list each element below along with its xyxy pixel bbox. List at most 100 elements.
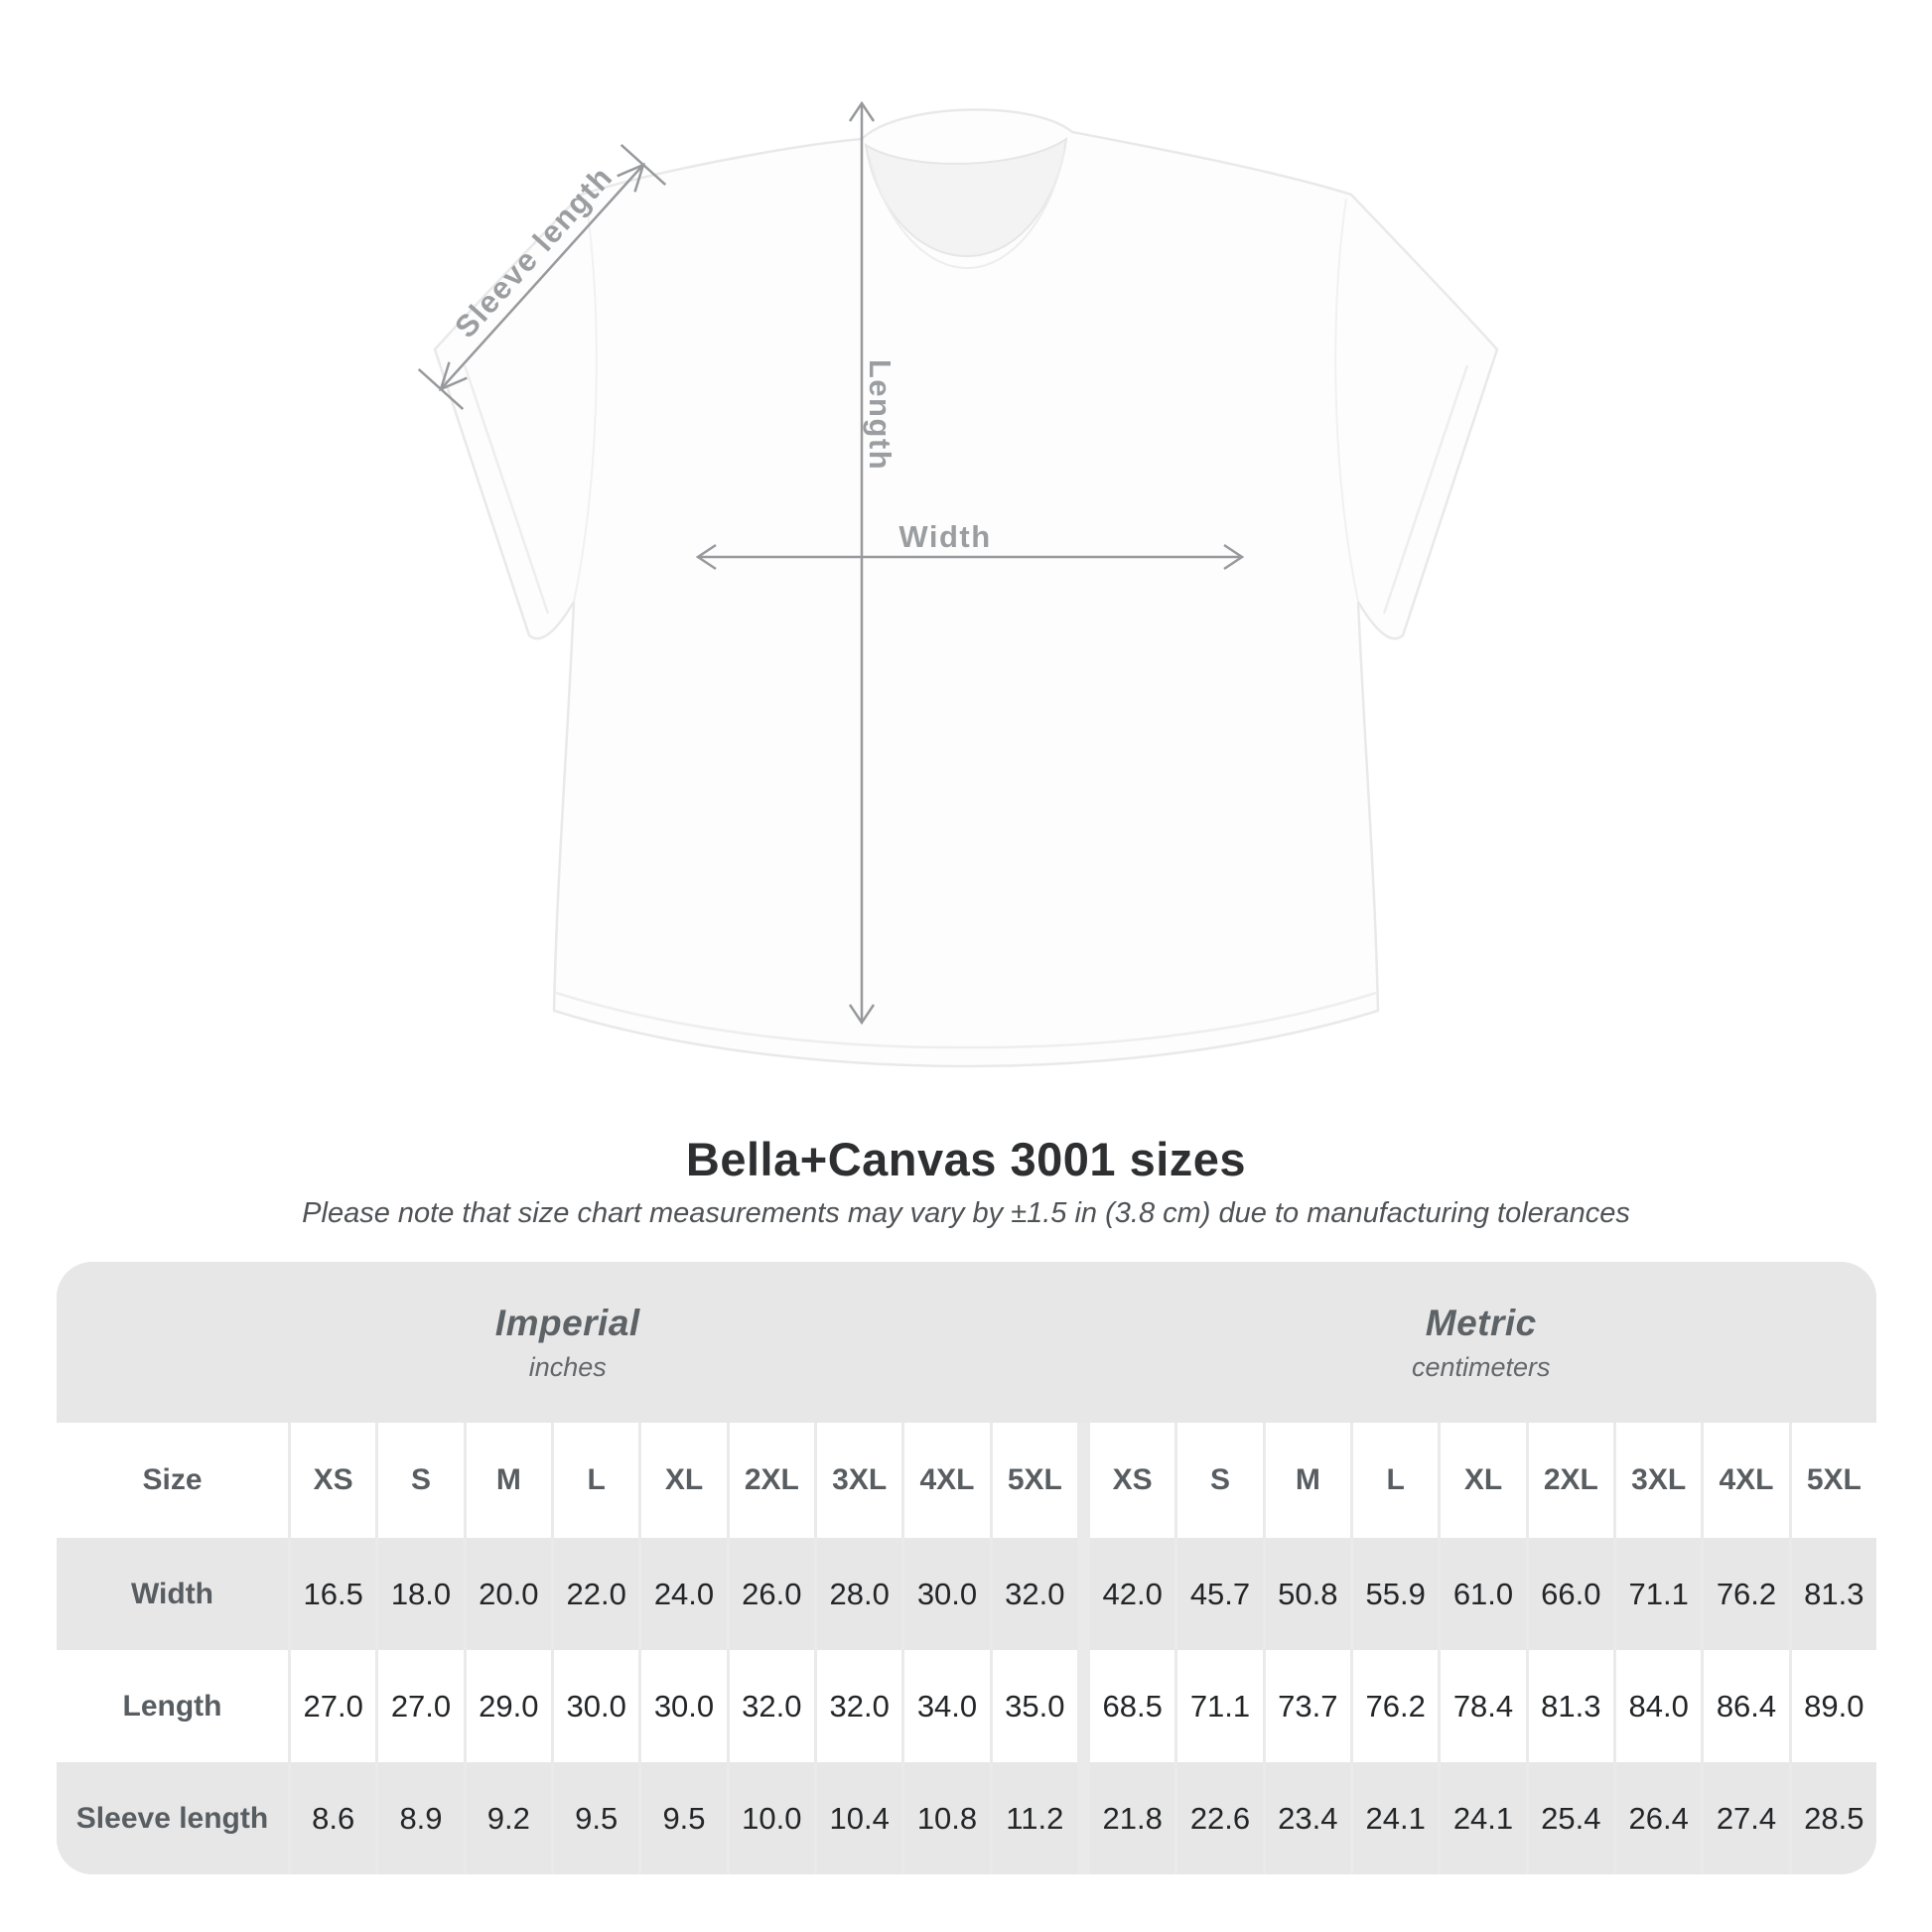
value-cell: 8.6 xyxy=(291,1762,376,1874)
value-cell: 28.0 xyxy=(817,1538,902,1650)
left-cuff-seam xyxy=(463,364,550,615)
value-cell: 30.0 xyxy=(554,1650,639,1762)
size-column-header: 5XL xyxy=(992,1423,1077,1538)
value-cell: 24.1 xyxy=(1441,1762,1526,1874)
value-cell: 9.5 xyxy=(641,1762,727,1874)
value-cell: 32.0 xyxy=(729,1650,814,1762)
value-cell: 26.0 xyxy=(729,1538,814,1650)
row-label-cell: Sleeve length xyxy=(57,1762,288,1874)
left-armhole-seam xyxy=(573,198,598,603)
size-column-header: XS xyxy=(291,1423,376,1538)
value-cell: 26.4 xyxy=(1616,1762,1702,1874)
column-group-divider xyxy=(1080,1538,1087,1650)
size-table-grid: Size XS S M L XL 2XL 3XL 4XL 5XL XS S M L XL 2XL 3XL 4XL 5… xyxy=(57,1423,1876,1874)
value-cell: 21.8 xyxy=(1090,1762,1175,1874)
tshirt-body xyxy=(433,108,1499,1068)
row-label-cell: Length xyxy=(57,1650,288,1762)
value-cell: 76.2 xyxy=(1353,1650,1439,1762)
value-cell: 27.4 xyxy=(1704,1762,1789,1874)
value-cell: 30.0 xyxy=(641,1650,727,1762)
page-title: Bella+Canvas 3001 sizes xyxy=(685,1133,1247,1185)
value-cell: 10.8 xyxy=(904,1762,990,1874)
value-cell: 20.0 xyxy=(466,1538,551,1650)
value-cell: 27.0 xyxy=(291,1650,376,1762)
size-column-header: L xyxy=(554,1423,639,1538)
imperial-group-unit: inches xyxy=(528,1351,607,1382)
value-cell: 24.0 xyxy=(641,1538,727,1650)
length-label: Length xyxy=(863,358,897,472)
value-cell: 61.0 xyxy=(1441,1538,1526,1650)
value-cell: 76.2 xyxy=(1704,1538,1789,1650)
right-cuff-seam xyxy=(1382,364,1469,615)
value-cell: 84.0 xyxy=(1616,1650,1702,1762)
collar-seam xyxy=(869,148,1065,270)
metric-group-unit: centimeters xyxy=(1411,1351,1551,1382)
metric-group-header: Metric centimeters xyxy=(1086,1262,1877,1423)
unit-group-band: Imperial inches Metric centimeters xyxy=(57,1262,1876,1423)
right-armhole-seam xyxy=(1334,198,1359,603)
value-cell: 22.6 xyxy=(1177,1762,1263,1874)
size-column-header: L xyxy=(1353,1423,1439,1538)
column-group-divider xyxy=(1080,1423,1087,1538)
width-label: Width xyxy=(898,519,992,554)
value-cell: 89.0 xyxy=(1791,1650,1876,1762)
imperial-group-header: Imperial inches xyxy=(57,1262,1079,1423)
value-cell: 55.9 xyxy=(1353,1538,1439,1650)
value-cell: 81.3 xyxy=(1528,1650,1613,1762)
value-cell: 9.2 xyxy=(466,1762,551,1874)
value-cell: 24.1 xyxy=(1353,1762,1439,1874)
value-cell: 32.0 xyxy=(992,1538,1077,1650)
value-cell: 34.0 xyxy=(904,1650,990,1762)
size-column-header: XS xyxy=(1090,1423,1175,1538)
value-cell: 42.0 xyxy=(1090,1538,1175,1650)
tshirt-collar xyxy=(864,136,1068,258)
value-cell: 28.5 xyxy=(1791,1762,1876,1874)
value-cell: 71.1 xyxy=(1177,1650,1263,1762)
size-column-header: 4XL xyxy=(1704,1423,1789,1538)
length-arrow xyxy=(848,100,876,1026)
value-cell: 10.4 xyxy=(817,1762,902,1874)
value-cell: 45.7 xyxy=(1177,1538,1263,1650)
value-cell: 25.4 xyxy=(1528,1762,1613,1874)
value-cell: 11.2 xyxy=(992,1762,1077,1874)
size-column-header: 5XL xyxy=(1791,1423,1876,1538)
sleeve-length-arrow xyxy=(417,143,667,411)
size-corner-label: Size xyxy=(57,1423,288,1538)
value-cell: 81.3 xyxy=(1791,1538,1876,1650)
value-cell: 29.0 xyxy=(466,1650,551,1762)
value-cell: 35.0 xyxy=(992,1650,1077,1762)
value-cell: 86.4 xyxy=(1704,1650,1789,1762)
size-column-header: S xyxy=(1177,1423,1263,1538)
value-cell: 9.5 xyxy=(554,1762,639,1874)
tolerance-note: Please note that size chart measurements… xyxy=(302,1197,1630,1229)
size-column-header: 3XL xyxy=(817,1423,902,1538)
size-column-header: S xyxy=(378,1423,464,1538)
size-column-header: 2XL xyxy=(1528,1423,1613,1538)
value-cell: 30.0 xyxy=(904,1538,990,1650)
row-label-cell: Width xyxy=(57,1538,288,1650)
size-column-header: M xyxy=(1265,1423,1350,1538)
value-cell: 16.5 xyxy=(291,1538,376,1650)
column-group-divider xyxy=(1080,1650,1087,1762)
size-column-header: XL xyxy=(1441,1423,1526,1538)
tshirt-measurement-diagram: Sleeve length Length Width xyxy=(417,100,1499,1068)
value-cell: 68.5 xyxy=(1090,1650,1175,1762)
size-column-header: 2XL xyxy=(729,1423,814,1538)
size-column-header: 4XL xyxy=(904,1423,990,1538)
value-cell: 18.0 xyxy=(378,1538,464,1650)
value-cell: 27.0 xyxy=(378,1650,464,1762)
bottom-hem-seam xyxy=(555,991,1377,1049)
value-cell: 78.4 xyxy=(1441,1650,1526,1762)
value-cell: 22.0 xyxy=(554,1538,639,1650)
value-cell: 23.4 xyxy=(1265,1762,1350,1874)
value-cell: 32.0 xyxy=(817,1650,902,1762)
size-column-header: 3XL xyxy=(1616,1423,1702,1538)
size-table: Imperial inches Metric centimeters Size X… xyxy=(57,1262,1876,1874)
value-cell: 71.1 xyxy=(1616,1538,1702,1650)
value-cell: 10.0 xyxy=(729,1762,814,1874)
size-column-header: XL xyxy=(641,1423,727,1538)
value-cell: 8.9 xyxy=(378,1762,464,1874)
size-column-header: M xyxy=(466,1423,551,1538)
value-cell: 66.0 xyxy=(1528,1538,1613,1650)
